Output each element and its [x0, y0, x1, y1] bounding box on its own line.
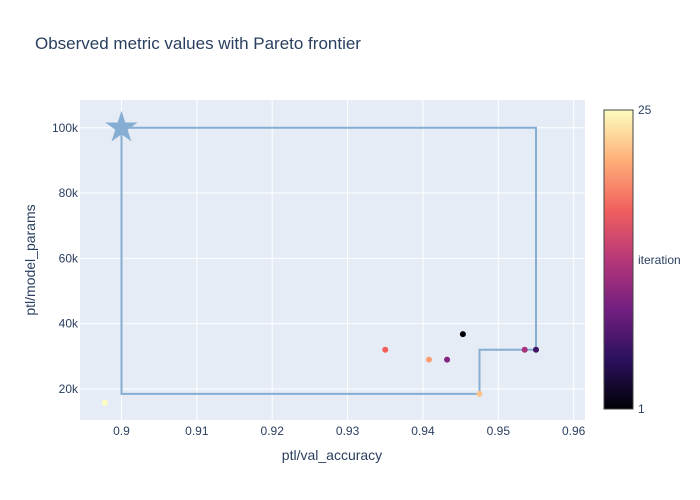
x-tick-labels: 0.9 0.91 0.92 0.93 0.94 0.95 0.96	[113, 424, 586, 438]
data-point	[444, 356, 451, 363]
y-tick-label: 20k	[59, 382, 79, 396]
data-point	[382, 346, 389, 353]
plot-background	[80, 100, 585, 420]
data-point	[101, 399, 108, 406]
data-point	[459, 331, 466, 338]
colorbar-gradient	[603, 109, 634, 410]
x-tick-label: 0.96	[562, 424, 586, 438]
pareto-frontier-line	[120, 126, 537, 395]
x-tick-label: 0.93	[336, 424, 360, 438]
y-tick-label: 80k	[59, 186, 79, 200]
x-tick-label: 0.95	[487, 424, 511, 438]
x-tick-label: 0.94	[411, 424, 435, 438]
colorbar-max-label: 25	[638, 103, 652, 117]
y-axis-title: ptl/model_params	[22, 204, 38, 315]
y-tick-label: 60k	[59, 251, 79, 265]
data-point	[533, 346, 540, 353]
y-tick-labels: 20k 40k 60k 80k 100k	[52, 121, 79, 396]
y-tick-label: 100k	[52, 121, 79, 135]
x-tick-label: 0.92	[261, 424, 285, 438]
colorbar-min-label: 1	[638, 402, 645, 416]
x-tick-label: 0.91	[185, 424, 209, 438]
reference-star-marker	[105, 110, 138, 142]
x-tick-label: 0.9	[113, 424, 130, 438]
data-point	[521, 346, 528, 353]
data-point	[425, 356, 432, 363]
data-point	[476, 390, 483, 397]
colorbar-title: iteration	[638, 253, 681, 267]
colorbar: 25 iteration 1	[603, 103, 681, 416]
chart-title: Observed metric values with Pareto front…	[35, 34, 361, 53]
x-axis-title: ptl/val_accuracy	[282, 447, 382, 463]
y-tick-label: 40k	[59, 317, 79, 331]
data-points	[101, 331, 540, 406]
